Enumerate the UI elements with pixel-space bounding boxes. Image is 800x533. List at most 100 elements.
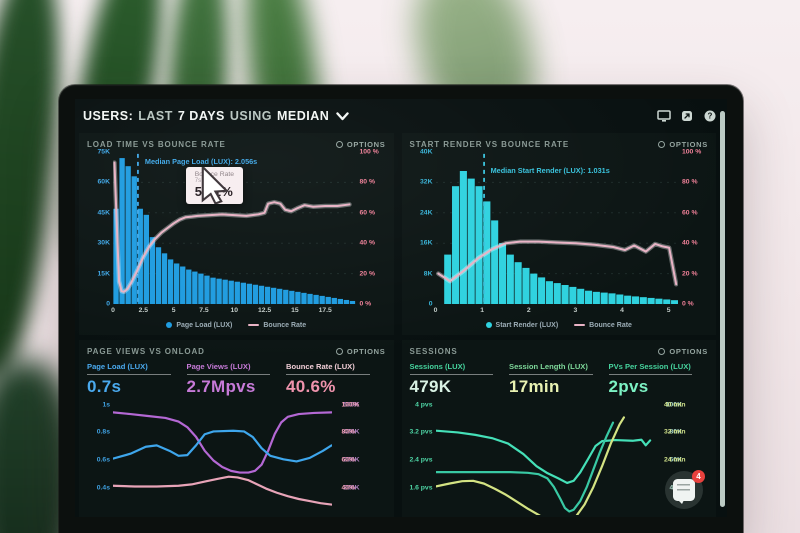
- axis-tick-label: 0 %: [359, 300, 372, 308]
- axis-tick-label: 0.4s: [96, 484, 110, 492]
- axis-tick-label: 5: [171, 307, 176, 314]
- y-axis-left: 4 pvs 3.2 pvs 2.4 pvs 1.6 pvs: [409, 399, 436, 515]
- metric-sessions: Sessions (LUX) 479K: [409, 362, 510, 397]
- axis-tick-label: 0 %: [682, 300, 694, 308]
- axis-tick-label: 40K: [420, 148, 433, 156]
- metric-label: Sessions (LUX): [409, 362, 493, 375]
- legend-dot-marker: [485, 322, 492, 328]
- median-dropdown-value: MEDIAN: [276, 109, 330, 123]
- options-button[interactable]: OPTIONS: [658, 140, 708, 149]
- panel-start-render-vs-bounce-rate: START RENDER VS BOUNCE RATE OPTIONS 40K 3…: [401, 133, 716, 335]
- axis-tick-label: 3: [573, 307, 578, 314]
- legend-item[interactable]: Bounce Rate: [574, 322, 632, 329]
- desktop-icon[interactable]: [657, 110, 671, 122]
- gear-icon: [658, 141, 666, 148]
- panel-page-views-vs-onload: PAGE VIEWS VS ONLOAD OPTIONS Page Load (…: [79, 340, 394, 517]
- axis-tick-label: 15K: [97, 270, 110, 278]
- panel-title: LOAD TIME VS BOUNCE RATE: [87, 140, 226, 149]
- scrollbar-thumb[interactable]: [720, 111, 725, 507]
- legend-label: Bounce Rate: [589, 321, 632, 329]
- tooltip-sub: 7s: [194, 178, 202, 185]
- legend-item[interactable]: Page Load (LUX): [166, 322, 232, 329]
- gear-icon: [658, 348, 666, 355]
- x-axis: 0 2.5 5 7.5 10 12.5 15 17.5: [111, 305, 356, 317]
- axis-tick-label: 40 %: [359, 239, 376, 247]
- axis-tick-label: 3.2 pvs: [409, 428, 433, 436]
- median-dropdown[interactable]: MEDIAN: [277, 109, 349, 123]
- legend-label: Page Load (LUX): [176, 321, 233, 329]
- metric-bounce-rate: Bounce Rate (LUX) 40.6%: [286, 362, 386, 397]
- axis-tick-label: 40 %: [682, 239, 698, 247]
- axis-tick-label: 60K: [97, 178, 110, 186]
- header-users-label: USERS:: [83, 109, 134, 123]
- options-label: OPTIONS: [669, 140, 708, 149]
- metric-label: Bounce Rate (LUX): [286, 362, 370, 375]
- y-axis-right: 100 % 80 % 60 % 40 % 20 % 0 %: [356, 149, 386, 308]
- metric-value: 2.7Mpvs: [186, 377, 256, 396]
- axis-tick-label: 7.5: [199, 307, 209, 314]
- panel-title: START RENDER VS BOUNCE RATE: [409, 140, 570, 149]
- svg-text:?: ?: [708, 112, 713, 121]
- axis-tick-label: 1.6 pvs: [409, 484, 433, 492]
- dashboard-screen: USERS: LAST 7 DAYS USING MEDIAN ?: [75, 99, 727, 517]
- metric-row: Sessions (LUX) 479K Session Length (LUX)…: [409, 359, 709, 397]
- options-label: OPTIONS: [346, 140, 386, 149]
- axis-tick-label: 80 %: [359, 178, 376, 186]
- panel-title: SESSIONS: [409, 347, 458, 356]
- dashboard-header: USERS: LAST 7 DAYS USING MEDIAN ?: [75, 99, 727, 133]
- chart-sessions[interactable]: [436, 399, 655, 515]
- axis-tick-label: 2.4 pvs: [409, 456, 433, 464]
- metric-value: 479K: [409, 377, 452, 396]
- axis-tick-label: 4 pvs: [415, 401, 433, 409]
- y-axis-left: 1s 0.8s 0.6s 0.4s: [87, 399, 113, 515]
- axis-tick-label: 20 %: [359, 270, 376, 278]
- axis-tick-label: 60 %: [682, 209, 698, 217]
- axis-tick-label: 80 %: [682, 178, 698, 186]
- chart-page-views-onload[interactable]: [113, 399, 332, 515]
- chart-load-time[interactable]: Median Page Load (LUX): 2.056s Bounce Ra…: [113, 152, 356, 304]
- metric-label: Page Views (LUX): [186, 362, 270, 375]
- axis-tick-label: 45K: [97, 209, 110, 217]
- axis-tick-label: 15: [291, 307, 299, 314]
- mobile-icon[interactable]: [680, 110, 694, 122]
- axis-tick-label: 24K: [420, 209, 433, 217]
- metric-value: 0.7s: [87, 377, 122, 396]
- header-using-label: USING: [229, 109, 272, 123]
- options-label: OPTIONS: [346, 347, 386, 356]
- header-range-label: 7 DAYS: [177, 109, 225, 123]
- metric-value: 2pvs: [608, 377, 649, 396]
- axis-tick-label: 32K: [420, 178, 433, 186]
- legend-dot-marker: [166, 322, 173, 328]
- chart-start-render[interactable]: Median Start Render (LUX): 1.031s: [436, 152, 679, 304]
- panel-title: PAGE VIEWS VS ONLOAD: [87, 347, 205, 356]
- axis-tick-label: 0: [428, 300, 433, 308]
- options-button[interactable]: OPTIONS: [335, 140, 386, 149]
- axis-tick-label: 17.5: [318, 307, 332, 314]
- panel-grid: LOAD TIME VS BOUNCE RATE OPTIONS 75K 60K 4…: [79, 133, 716, 517]
- axis-tick-label: 2.5: [138, 307, 149, 314]
- median-annotation: Median Page Load (LUX): 2.056s: [144, 156, 258, 166]
- axis-tick-label: 75K: [97, 148, 110, 156]
- legend-item[interactable]: Bounce Rate: [248, 322, 306, 329]
- y-axis-right: 500K 100% 400K 80% 300K 60% 200K 40%: [341, 401, 360, 492]
- metric-row: Page Load (LUX) 0.7s Page Views (LUX) 2.…: [87, 359, 386, 397]
- options-button[interactable]: OPTIONS: [335, 347, 386, 356]
- header-title: USERS: LAST 7 DAYS USING MEDIAN: [83, 109, 349, 123]
- legend-item[interactable]: Start Render (LUX): [485, 322, 558, 329]
- axis-tick-label: 60 %: [359, 209, 376, 217]
- axis-tick-label: 8K: [423, 270, 433, 278]
- axis-tick-label: 16K: [420, 239, 433, 247]
- options-button[interactable]: OPTIONS: [658, 347, 708, 356]
- metric-label: PVs Per Session (LUX): [608, 362, 692, 375]
- legend-line-marker: [574, 324, 586, 326]
- help-icon[interactable]: ?: [703, 110, 717, 122]
- metric-session-length: Session Length (LUX) 17min: [509, 362, 609, 397]
- metric-page-views: Page Views (LUX) 2.7Mpvs: [186, 362, 287, 397]
- bounce-rate-tooltip: Bounce Rate 7s 57.1%: [185, 167, 244, 205]
- axis-tick-label: 20 %: [682, 270, 698, 278]
- chart-legend: Start Render (LUX) Bounce Rate: [410, 317, 709, 333]
- y-axis-left: 40K 32K 24K 16K 8K 0: [410, 148, 436, 308]
- chat-widget-button[interactable]: 4: [665, 470, 705, 509]
- axis-tick-label: 30K: [97, 239, 110, 247]
- header-last-label: LAST: [138, 109, 173, 123]
